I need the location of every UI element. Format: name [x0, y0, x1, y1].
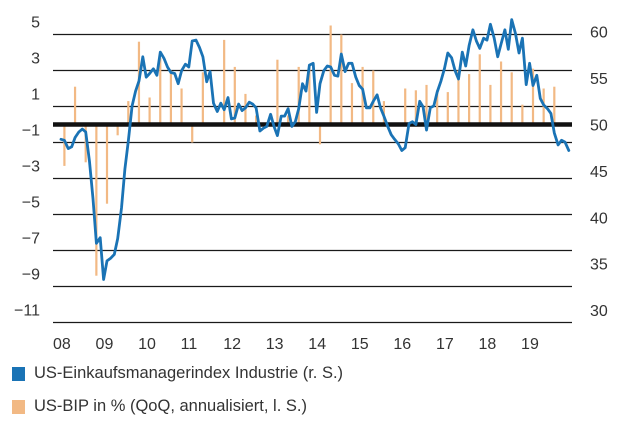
- left-tick-label: −7: [22, 231, 40, 248]
- gdp-bar: [169, 70, 173, 125]
- gdp-bar: [329, 25, 332, 125]
- gdp-bar: [127, 101, 130, 125]
- gdp-bar: [180, 88, 183, 125]
- gdp-bar: [159, 57, 162, 125]
- gdp-bar: [233, 66, 236, 125]
- gdp-bar: [404, 88, 407, 125]
- right-tick-label: 35: [590, 257, 608, 274]
- right-tick-label: 60: [590, 25, 608, 42]
- gdp-bar: [105, 124, 109, 204]
- gdp-bar: [340, 34, 343, 125]
- gdp-bar: [116, 124, 119, 136]
- left-tick-label: −3: [22, 159, 40, 176]
- x-tick-label: 08: [53, 336, 71, 353]
- gdp-bar: [510, 72, 513, 125]
- gdp-bar: [201, 72, 204, 125]
- gdp-bar: [478, 54, 481, 125]
- x-tick-label: 15: [351, 336, 369, 353]
- legend-item-pmi: US-Einkaufsmanagerindex Industrie (r. S.…: [12, 364, 343, 383]
- x-tick-label: 13: [266, 336, 284, 353]
- x-axis-tick-labels: 08 09 10 11 12 13 14 15 16 17 18 19: [53, 336, 539, 353]
- gdp-bar: [425, 84, 428, 125]
- gdp-bar: [95, 124, 98, 276]
- x-tick-label: 19: [521, 336, 539, 353]
- gdp-bar: [414, 90, 417, 125]
- x-tick-label: 14: [308, 336, 326, 353]
- left-tick-label: 3: [31, 51, 40, 68]
- gdp-bar: [223, 39, 226, 125]
- gdp-bars: [63, 25, 556, 276]
- x-tick-label: 16: [393, 336, 411, 353]
- gdp-bar: [84, 124, 87, 163]
- gdp-bar: [553, 86, 556, 125]
- gdp-bar: [276, 59, 279, 125]
- gdp-bar: [191, 124, 194, 143]
- legend-swatch-gdp: [12, 399, 25, 414]
- x-tick-label: 10: [138, 336, 156, 353]
- left-tick-label: −1: [22, 123, 40, 140]
- left-tick-label: −5: [22, 195, 40, 212]
- legend-swatch-pmi: [12, 366, 25, 381]
- left-tick-label: 5: [31, 15, 40, 32]
- left-axis-tick-labels: 5 3 1 −1 −3 −5 −7 −9 −11: [14, 15, 40, 320]
- right-axis-tick-labels: 60 55 50 45 40 35 30: [590, 25, 608, 320]
- x-tick-label: 09: [96, 336, 114, 353]
- gdp-bar: [436, 90, 439, 125]
- x-tick-label: 17: [436, 336, 454, 353]
- gdp-bar: [468, 74, 471, 125]
- gdp-bar: [286, 115, 290, 125]
- x-tick-label: 18: [479, 336, 497, 353]
- gdp-bar: [521, 104, 524, 125]
- legend-item-gdp: US-BIP in % (QoQ, annualisiert, l. S.): [12, 397, 307, 416]
- right-tick-label: 45: [590, 164, 608, 181]
- x-tick-label: 11: [181, 336, 198, 353]
- left-tick-label: −11: [14, 303, 40, 320]
- gdp-bar: [318, 124, 322, 145]
- right-tick-label: 50: [590, 118, 608, 135]
- gdp-bar: [73, 86, 77, 125]
- x-tick-label: 12: [223, 336, 241, 353]
- gdp-bar: [255, 115, 258, 125]
- gdp-bar: [63, 124, 66, 166]
- gdp-bar: [489, 84, 492, 125]
- legend-label-pmi: US-Einkaufsmanagerindex Industrie (r. S.…: [34, 364, 344, 382]
- gdp-bar: [308, 66, 311, 125]
- gdp-bar: [297, 66, 300, 125]
- pmi-line: [59, 18, 571, 281]
- right-tick-label: 30: [590, 303, 608, 320]
- pmi-line-group: [59, 18, 571, 281]
- right-tick-label: 55: [590, 71, 608, 88]
- left-tick-label: 1: [31, 87, 40, 104]
- legend-label-gdp: US-BIP in % (QoQ, annualisiert, l. S.): [34, 397, 307, 415]
- left-tick-label: −9: [22, 267, 40, 284]
- right-tick-label: 40: [590, 210, 608, 227]
- gdp-bar: [350, 83, 354, 125]
- gdp-bar: [457, 70, 460, 125]
- gdp-bar: [446, 92, 449, 125]
- gdp-bar: [148, 97, 151, 125]
- gdp-bar: [531, 68, 535, 125]
- gdp-bar: [372, 70, 375, 125]
- gridlines: [53, 33, 572, 324]
- gdp-bar: [499, 61, 503, 125]
